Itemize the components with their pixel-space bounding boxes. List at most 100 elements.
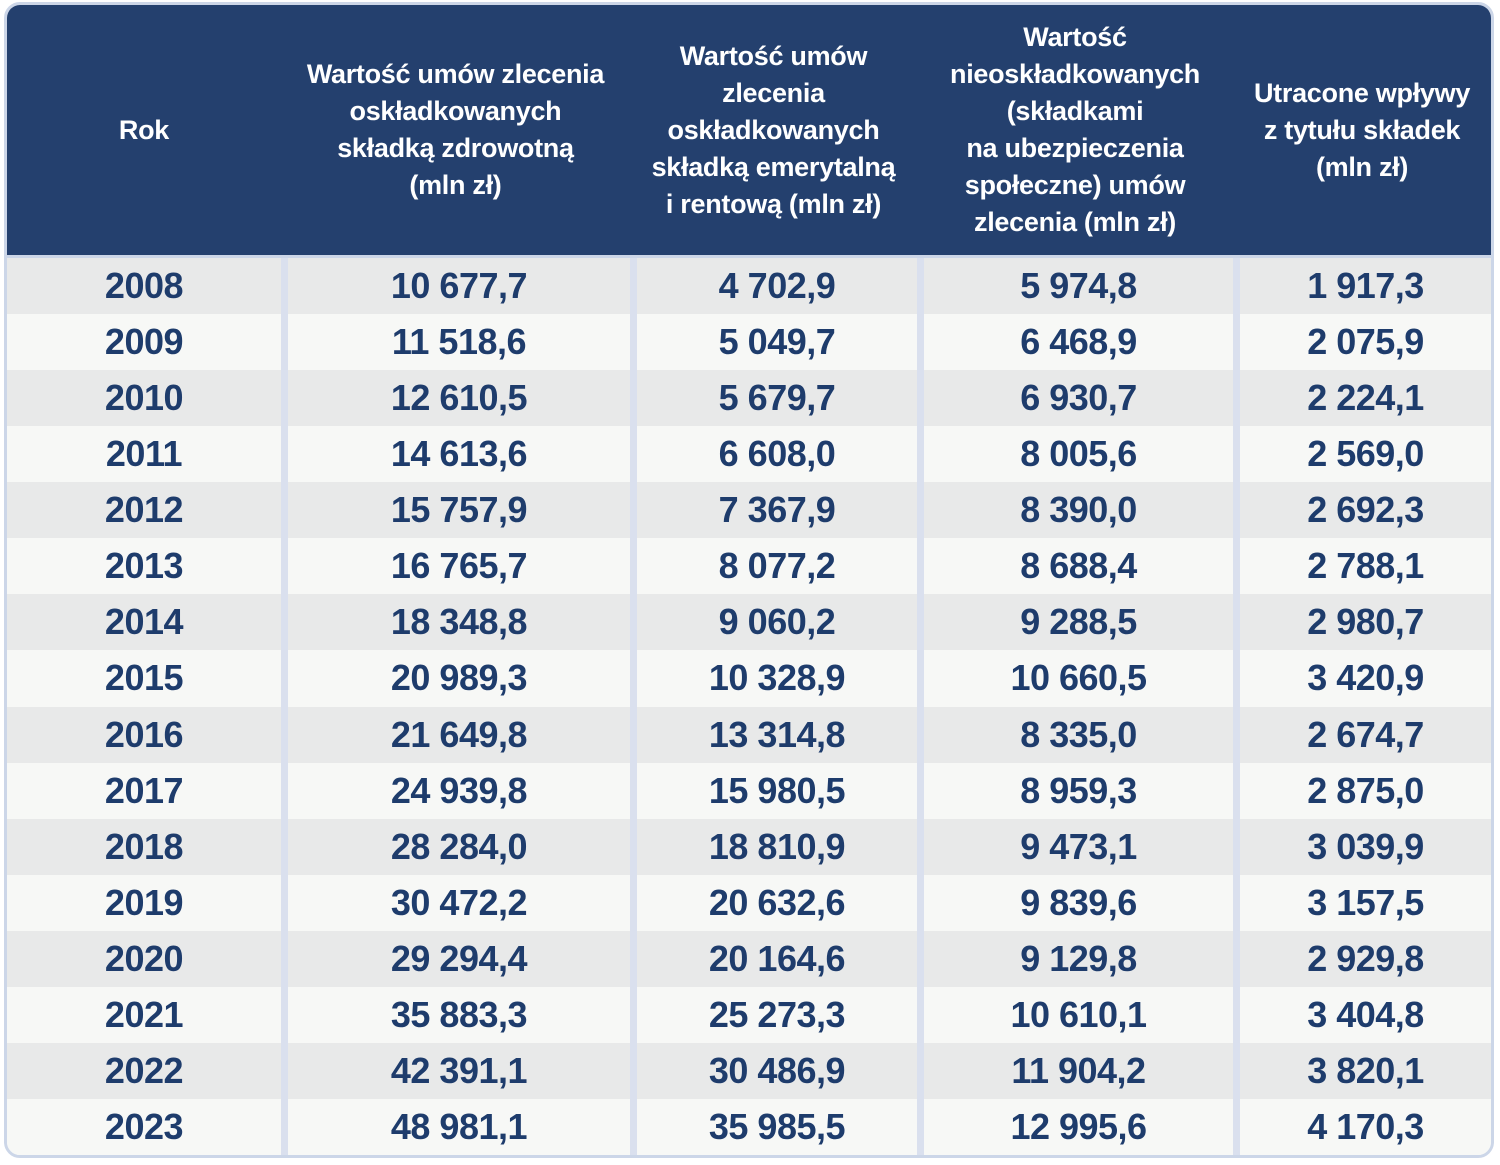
value-cell: 3 404,8 (1233, 986, 1491, 1043)
value-cell: 2 929,8 (1233, 930, 1491, 987)
year-cell: 2018 (104, 825, 184, 867)
year-cell: 2010 (104, 377, 184, 419)
table-row: 2017 24 939,8 15 980,5 8 959,3 2 875,0 (7, 762, 1491, 819)
year-cell: 2022 (104, 1049, 184, 1091)
value-cell: 8 005,6 (916, 426, 1233, 483)
value-cell: 2 569,0 (1233, 426, 1491, 483)
value-cell: 5 974,8 (916, 258, 1233, 315)
value-cell: 11 904,2 (916, 1042, 1233, 1099)
table-row: 2018 28 284,0 18 810,9 9 473,1 3 039,9 (7, 818, 1491, 875)
year-cell: 2011 (105, 433, 183, 475)
value-cell: 10 677,7 (280, 258, 630, 315)
value-cell: 10 328,9 (629, 650, 917, 707)
value-cell: 8 077,2 (629, 538, 917, 595)
table-row: 2013 16 765,7 8 077,2 8 688,4 2 788,1 (7, 538, 1491, 595)
value-cell: 5 049,7 (629, 314, 917, 371)
table-body: 2008 10 677,7 4 702,9 5 974,8 1 917,3 2009 11 … (7, 255, 1491, 1155)
value-cell: 8 390,0 (916, 482, 1233, 539)
value-cell: 5 679,7 (629, 370, 917, 427)
year-cell: 2020 (104, 937, 184, 979)
value-cell: 4 170,3 (1233, 1098, 1491, 1155)
year-cell: 2019 (104, 881, 184, 923)
table-row: 2012 15 757,9 7 367,9 8 390,0 2 692,3 (7, 482, 1491, 539)
value-cell: 12 610,5 (280, 370, 630, 427)
value-cell: 24 939,8 (280, 762, 630, 819)
value-cell: 10 610,1 (916, 986, 1233, 1043)
value-cell: 20 164,6 (629, 930, 917, 987)
table-row: 2011 14 613,6 6 608,0 8 005,6 2 569,0 (7, 426, 1491, 483)
value-cell: 29 294,4 (280, 930, 630, 987)
value-cell: 2 692,3 (1233, 482, 1491, 539)
value-cell: 9 839,6 (916, 874, 1233, 931)
value-cell: 30 472,2 (280, 874, 630, 931)
table-row: 2021 35 883,3 25 273,3 10 610,1 3 404,8 (7, 986, 1491, 1043)
year-cell: 2023 (104, 1105, 184, 1147)
value-cell: 9 473,1 (916, 818, 1233, 875)
table-row: 2015 20 989,3 10 328,9 10 660,5 3 420,9 (7, 650, 1491, 707)
value-cell: 20 989,3 (280, 650, 630, 707)
value-cell: 9 288,5 (916, 594, 1233, 651)
year-cell: 2014 (104, 601, 184, 643)
value-cell: 1 917,3 (1233, 258, 1491, 315)
year-cell: 2016 (104, 713, 184, 755)
table-row: 2020 29 294,4 20 164,6 9 129,8 2 929,8 (7, 930, 1491, 987)
value-cell: 42 391,1 (280, 1042, 630, 1099)
value-cell: 7 367,9 (629, 482, 917, 539)
table-row: 2008 10 677,7 4 702,9 5 974,8 1 917,3 (7, 258, 1491, 315)
value-cell: 6 930,7 (916, 370, 1233, 427)
year-cell: 2008 (104, 265, 184, 307)
value-cell: 15 980,5 (629, 762, 917, 819)
table-row: 2016 21 649,8 13 314,8 8 335,0 2 674,7 (7, 706, 1491, 763)
value-cell: 12 995,6 (916, 1098, 1233, 1155)
value-cell: 6 608,0 (629, 426, 917, 483)
column-header-nieoskladkowane: Wartość nieoskładkowanych (składkami na … (950, 22, 1200, 237)
table-row: 2022 42 391,1 30 486,9 11 904,2 3 820,1 (7, 1042, 1491, 1099)
column-header-skladka-emerytalna: Wartość umów zlecenia oskładkowanych skł… (651, 40, 896, 219)
column-header-rok: Rok (118, 114, 170, 145)
year-cell: 2013 (104, 545, 184, 587)
table-row: 2023 48 981,1 35 985,5 12 995,6 4 170,3 (7, 1098, 1491, 1155)
value-cell: 25 273,3 (629, 986, 917, 1043)
value-cell: 3 039,9 (1233, 818, 1491, 875)
value-cell: 11 518,6 (280, 314, 630, 371)
value-cell: 3 820,1 (1233, 1042, 1491, 1099)
value-cell: 8 335,0 (916, 706, 1233, 763)
value-cell: 14 613,6 (280, 426, 630, 483)
value-cell: 9 060,2 (629, 594, 917, 651)
year-cell: 2017 (104, 769, 184, 811)
value-cell: 8 959,3 (916, 762, 1233, 819)
value-cell: 3 157,5 (1233, 874, 1491, 931)
value-cell: 28 284,0 (280, 818, 630, 875)
year-cell: 2015 (104, 657, 184, 699)
year-cell: 2009 (104, 321, 184, 363)
value-cell: 6 468,9 (916, 314, 1233, 371)
value-cell: 10 660,5 (916, 650, 1233, 707)
table-header-row: Rok Wartość umów zlecenia oskładkowanych… (7, 5, 1491, 255)
value-cell: 21 649,8 (280, 706, 630, 763)
table-row: 2010 12 610,5 5 679,7 6 930,7 2 224,1 (7, 370, 1491, 427)
column-header-utracone-wplywy: Utracone wpływy z tytułu składek (mln zł… (1253, 77, 1471, 182)
value-cell: 2 224,1 (1233, 370, 1491, 427)
value-cell: 3 420,9 (1233, 650, 1491, 707)
value-cell: 8 688,4 (916, 538, 1233, 595)
value-cell: 2 980,7 (1233, 594, 1491, 651)
value-cell: 15 757,9 (280, 482, 630, 539)
value-cell: 35 985,5 (629, 1098, 917, 1155)
value-cell: 4 702,9 (629, 258, 917, 315)
year-cell: 2012 (104, 489, 184, 531)
value-cell: 2 788,1 (1233, 538, 1491, 595)
value-cell: 35 883,3 (280, 986, 630, 1043)
value-cell: 16 765,7 (280, 538, 630, 595)
table-row: 2009 11 518,6 5 049,7 6 468,9 2 075,9 (7, 314, 1491, 371)
value-cell: 2 674,7 (1233, 706, 1491, 763)
table-row: 2014 18 348,8 9 060,2 9 288,5 2 980,7 (7, 594, 1491, 651)
table-row: 2019 30 472,2 20 632,6 9 839,6 3 157,5 (7, 874, 1491, 931)
column-header-skladka-zdrowotna: Wartość umów zlecenia oskładkowanych skł… (306, 59, 605, 200)
value-cell: 18 348,8 (280, 594, 630, 651)
value-cell: 20 632,6 (629, 874, 917, 931)
value-cell: 2 075,9 (1233, 314, 1491, 371)
data-table: Rok Wartość umów zlecenia oskładkowanych… (4, 2, 1494, 1158)
year-cell: 2021 (104, 993, 184, 1035)
value-cell: 13 314,8 (629, 706, 917, 763)
value-cell: 18 810,9 (629, 818, 917, 875)
